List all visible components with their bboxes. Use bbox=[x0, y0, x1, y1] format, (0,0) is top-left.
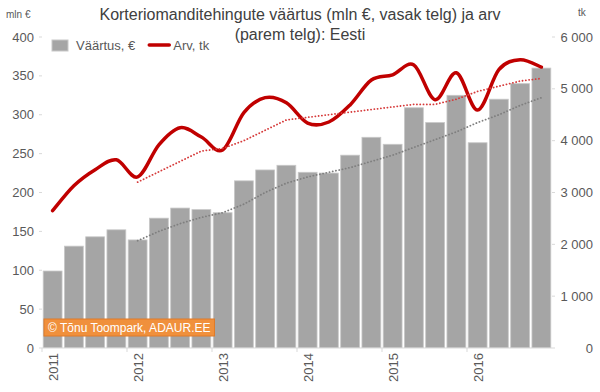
y2-tick bbox=[552, 296, 555, 297]
y-tick bbox=[39, 270, 42, 271]
y-tick bbox=[39, 153, 42, 154]
annotation-box bbox=[44, 319, 214, 336]
y-tick-label: 350 bbox=[12, 68, 34, 83]
y2-tick-label: 3 000 bbox=[560, 185, 593, 200]
y-tick-label: 0 bbox=[27, 341, 34, 356]
bar bbox=[426, 123, 445, 348]
legend-swatch bbox=[52, 40, 68, 51]
bar bbox=[298, 172, 317, 348]
annotation-text: © Tõnu Toompark, ADAUR.EE bbox=[48, 321, 210, 335]
y2-tick bbox=[552, 37, 555, 38]
bar bbox=[532, 68, 551, 348]
y2-axis-label: tk bbox=[578, 7, 587, 18]
bar bbox=[277, 165, 296, 348]
legend-swatch bbox=[149, 43, 169, 47]
y-tick-label: 50 bbox=[20, 302, 34, 317]
y2-tick bbox=[552, 244, 555, 245]
annotation: © Tõnu Toompark, ADAUR.EE bbox=[44, 319, 214, 336]
x-tick-label: 2012 bbox=[131, 353, 146, 382]
bar bbox=[383, 144, 402, 348]
y2-tick-label: 0 bbox=[586, 341, 593, 356]
y2-tick-label: 6 000 bbox=[560, 30, 593, 45]
trend-line bbox=[138, 98, 542, 241]
trend-line bbox=[138, 78, 542, 182]
x-tick bbox=[467, 348, 468, 352]
x-tick bbox=[382, 348, 383, 352]
x-tick-label: 2014 bbox=[301, 353, 316, 382]
y2-tick-label: 2 000 bbox=[560, 237, 593, 252]
x-tick bbox=[42, 348, 43, 352]
y-tick bbox=[39, 192, 42, 193]
bar bbox=[362, 137, 381, 348]
x-tick bbox=[297, 348, 298, 352]
bar bbox=[468, 143, 487, 348]
y2-tick bbox=[552, 140, 555, 141]
x-tick-label: 2011 bbox=[46, 353, 61, 381]
y-axis-label: mln € bbox=[6, 9, 31, 20]
legend-label: Väärtus, € bbox=[76, 38, 136, 53]
line bbox=[53, 60, 542, 211]
x-tick bbox=[212, 348, 213, 352]
y-tick-label: 200 bbox=[12, 185, 34, 200]
x-tick-label: 2015 bbox=[386, 353, 401, 382]
chart: Korteriomanditehingute väärtus (mln €, v… bbox=[0, 0, 600, 392]
y2-tick bbox=[552, 88, 555, 89]
title: Korteriomanditehingute väärtus (mln €, v… bbox=[99, 6, 500, 43]
y-tick-label: 150 bbox=[12, 224, 34, 239]
y2-tick-label: 5 000 bbox=[560, 81, 593, 96]
y2-tick bbox=[552, 192, 555, 193]
bar bbox=[404, 108, 423, 348]
x-tick-label: 2016 bbox=[471, 353, 486, 382]
y2-tick bbox=[552, 348, 555, 349]
x-tick-label: 2013 bbox=[216, 353, 231, 382]
bar bbox=[213, 213, 232, 348]
y-tick bbox=[39, 75, 42, 76]
y-tick bbox=[39, 114, 42, 115]
y-tick-label: 100 bbox=[12, 263, 34, 278]
y-tick bbox=[39, 309, 42, 310]
bar bbox=[341, 155, 360, 348]
y2-tick-label: 4 000 bbox=[560, 133, 593, 148]
y-tick-label: 250 bbox=[12, 146, 34, 161]
y-tick bbox=[39, 231, 42, 232]
legend: Väärtus, € Arv, tk bbox=[52, 38, 210, 53]
y-tick-label: 400 bbox=[12, 30, 34, 45]
y2-tick-label: 1 000 bbox=[560, 289, 593, 304]
bar bbox=[511, 84, 530, 348]
plot-area bbox=[43, 60, 551, 348]
x-tick bbox=[127, 348, 128, 352]
bar bbox=[489, 99, 508, 348]
bar bbox=[447, 95, 466, 348]
legend-label: Arv, tk bbox=[173, 38, 209, 53]
y-tick bbox=[39, 37, 42, 38]
bar bbox=[319, 173, 338, 348]
y-tick-label: 300 bbox=[12, 107, 34, 122]
